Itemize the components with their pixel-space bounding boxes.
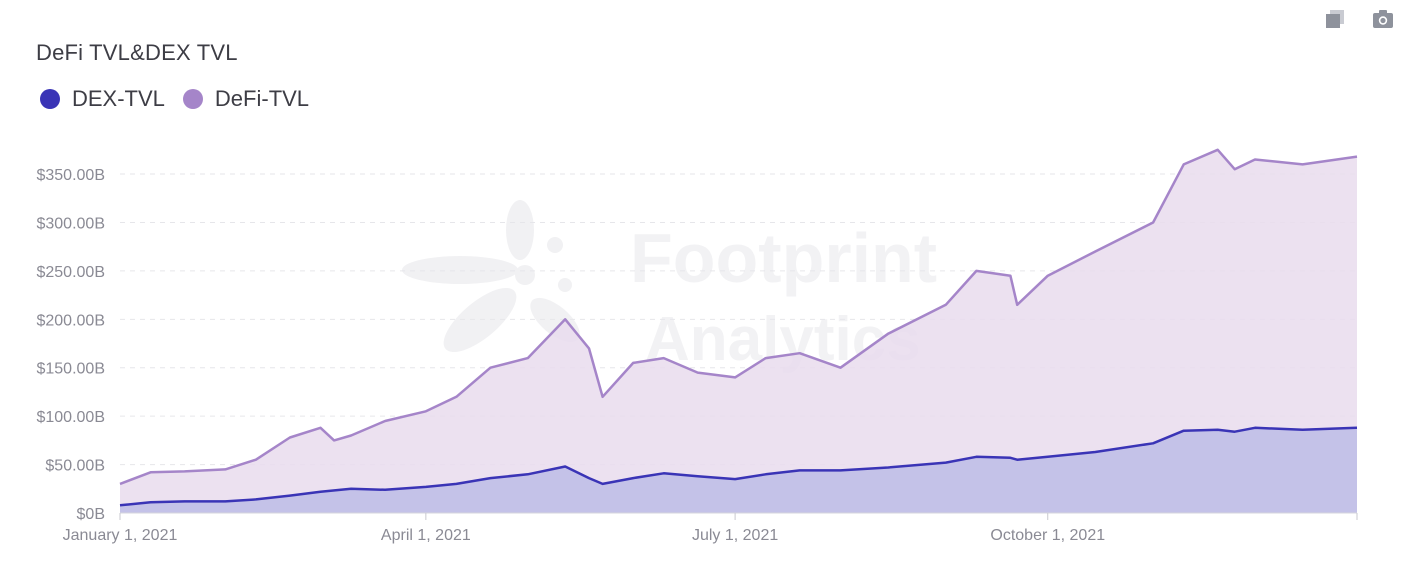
legend-dot-dex-tvl: [40, 89, 60, 109]
duplicate-icon[interactable]: [1324, 8, 1346, 30]
chart-title: DeFi TVL&DEX TVL: [36, 40, 238, 65]
y-tick-label: $350.00B: [36, 167, 105, 184]
x-tick-label: October 1, 2021: [990, 527, 1105, 544]
chart-legend: DEX-TVL DeFi-TVL: [40, 86, 309, 112]
x-tick-label: April 1, 2021: [381, 527, 471, 544]
y-tick-label: $300.00B: [36, 215, 105, 232]
line-dex-tvl[interactable]: [119, 426, 1358, 507]
footprint-logo-icon: [402, 200, 580, 353]
y-tick-label: $100.00B: [36, 409, 105, 426]
series-areas: [119, 148, 1358, 514]
line-defi-tvl[interactable]: [119, 148, 1358, 486]
y-axis: $0B $50.00B $100.00B $150.00B $200.00B $250.0…: [36, 167, 105, 523]
watermark-line1: Footprint: [630, 219, 937, 297]
area-defi-tvl: [120, 149, 1357, 514]
y-tick-label: $200.00B: [36, 312, 105, 329]
area-dex-tvl: [120, 427, 1357, 513]
camera-icon[interactable]: [1372, 8, 1394, 30]
chart-toolbar: [1324, 8, 1394, 30]
legend-item-dex-tvl[interactable]: DEX-TVL: [40, 86, 165, 112]
x-tick-label: January 1, 2021: [63, 527, 178, 544]
legend-dot-defi-tvl: [182, 89, 203, 109]
watermark: Footprint Analytics: [402, 200, 937, 374]
legend-item-defi-tvl[interactable]: DeFi-TVL: [182, 86, 310, 112]
x-tick-label: July 1, 2021: [692, 527, 778, 544]
x-axis: January 1, 2021 April 1, 2021 July 1, 2021…: [63, 512, 1358, 544]
y-tick-label: $50.00B: [45, 458, 105, 475]
y-tick-label: $0B: [77, 506, 105, 523]
y-tick-label: $150.00B: [36, 361, 105, 378]
y-tick-label: $250.00B: [36, 264, 105, 281]
legend-label-dex-tvl: DEX-TVL: [72, 86, 165, 111]
legend-label-defi-tvl: DeFi-TVL: [214, 86, 310, 111]
